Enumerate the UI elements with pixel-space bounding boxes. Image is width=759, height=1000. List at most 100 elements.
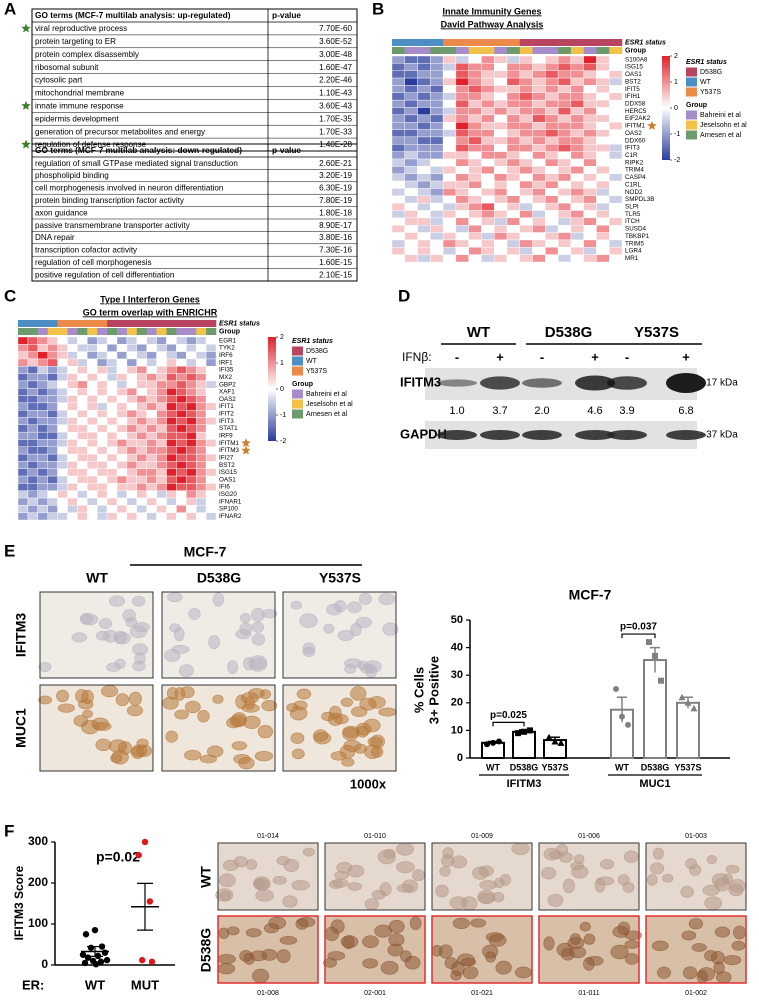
heatmap-cell (557, 63, 572, 71)
heatmap-cell (417, 217, 431, 226)
heatmap-cell (96, 358, 108, 367)
heatmap-cell (176, 490, 187, 499)
heatmap-cell (27, 512, 38, 521)
heatmap-cell (391, 92, 405, 101)
heatmap-cell (136, 366, 147, 374)
heatmap-cell (186, 497, 197, 506)
heatmap-cell (430, 92, 444, 101)
heatmap-cell (481, 99, 495, 108)
heatmap-cell (57, 468, 68, 477)
heatmap-cell (468, 188, 482, 196)
heatmap-cell (609, 232, 623, 241)
heatmap-cell (106, 351, 118, 360)
heatmap-cell (583, 254, 597, 263)
heatmap-cell (96, 475, 108, 484)
heatmap-cell (404, 55, 418, 64)
treatment-sign: - (540, 349, 544, 364)
esr1-annotation (47, 320, 58, 327)
y-tick-label: 10 (451, 724, 463, 736)
micrograph-cell (302, 847, 315, 857)
heatmap-cell (116, 410, 128, 418)
legend-label: Y537S (700, 89, 721, 96)
heatmap-cell (468, 85, 482, 93)
micrograph-cell (689, 864, 702, 876)
heatmap-cell (391, 55, 405, 64)
esr1-annotation (507, 39, 521, 46)
heatmap-cell (481, 173, 495, 182)
micrograph-cell (330, 751, 347, 761)
heatmap-cell (186, 468, 197, 477)
table-cell: passive transmembrane transporter activi… (35, 221, 191, 230)
heatmap-cell (417, 202, 431, 211)
heatmap-cell (609, 210, 623, 219)
gene-label: IFI6 (219, 484, 230, 491)
heatmap-cell (136, 461, 147, 469)
heatmap-cell (186, 490, 197, 499)
heatmap-cell (106, 395, 118, 404)
heatmap-cell (519, 85, 533, 93)
micrograph-cell (449, 896, 468, 910)
heatmap-cell (136, 380, 147, 389)
heatmap-cell (67, 512, 78, 521)
colorbar-tick-label: 2 (280, 334, 284, 341)
group-annotation (67, 328, 78, 335)
heatmap-cell (57, 453, 68, 462)
heatmap-cell (67, 505, 78, 513)
heatmap-cell (557, 232, 572, 241)
table-cell: 1.70E-35 (319, 114, 352, 123)
gene-label: C1RL (625, 181, 642, 188)
heatmap-cell (116, 402, 128, 411)
heatmap-cell (455, 217, 469, 226)
micrograph-cell (362, 958, 379, 969)
esr1-annotation (532, 39, 546, 46)
heatmap-cell (195, 380, 207, 389)
heatmap-cell (532, 254, 546, 263)
heatmap-cell (77, 417, 88, 426)
heatmap-cell (77, 490, 88, 499)
table-cell: 2.10E-15 (319, 270, 352, 279)
heatmap-cell (47, 439, 58, 448)
heatmap-cell (430, 122, 444, 130)
data-point (557, 739, 565, 746)
micrograph-cell (362, 935, 379, 948)
y-axis-label: IFITM3 Score (12, 865, 26, 940)
heatmap-cell (519, 210, 533, 219)
heatmap-cell (404, 202, 418, 211)
heatmap-cell (77, 424, 88, 433)
group-annotation (494, 47, 508, 54)
heatmap-cell (596, 70, 610, 79)
heatmap-cell (77, 395, 88, 404)
heatmap-cell (17, 395, 29, 404)
y-axis-label: % Cells (411, 667, 426, 713)
micrograph-cell (100, 685, 119, 698)
heatmap-cell (87, 358, 98, 367)
esr1-annotation (146, 320, 157, 327)
y-axis-label: 3+ Positive (426, 656, 441, 724)
heatmap-cell (136, 417, 147, 426)
heatmap-cell (27, 431, 38, 440)
heatmap-cell (468, 158, 482, 167)
heatmap-cell (557, 85, 572, 93)
heatmap-cell (468, 55, 482, 64)
micrograph-cell (132, 643, 148, 656)
heatmap-cell (126, 439, 138, 448)
heatmap-cell (391, 85, 405, 93)
gene-label: NOD2 (625, 189, 643, 196)
micrograph-cell (217, 962, 236, 975)
micrograph-cell (263, 923, 280, 934)
heatmap-cell (136, 453, 147, 462)
group-annotation (570, 47, 584, 54)
micrograph-cell (396, 842, 414, 856)
heatmap-cell (532, 173, 546, 182)
heatmap-cell (596, 151, 610, 160)
heatmap-cell (27, 505, 38, 513)
data-point (527, 727, 533, 734)
heatmap-cell (116, 490, 128, 499)
group-annotation (417, 47, 431, 54)
micrograph-cell (251, 968, 270, 984)
gene-label: EIF2AK2 (625, 115, 651, 122)
heatmap-cell (570, 166, 584, 174)
heatmap-cell (519, 202, 533, 211)
table-cell: 1.70E-33 (319, 127, 352, 136)
esr1-annotation (417, 39, 431, 46)
